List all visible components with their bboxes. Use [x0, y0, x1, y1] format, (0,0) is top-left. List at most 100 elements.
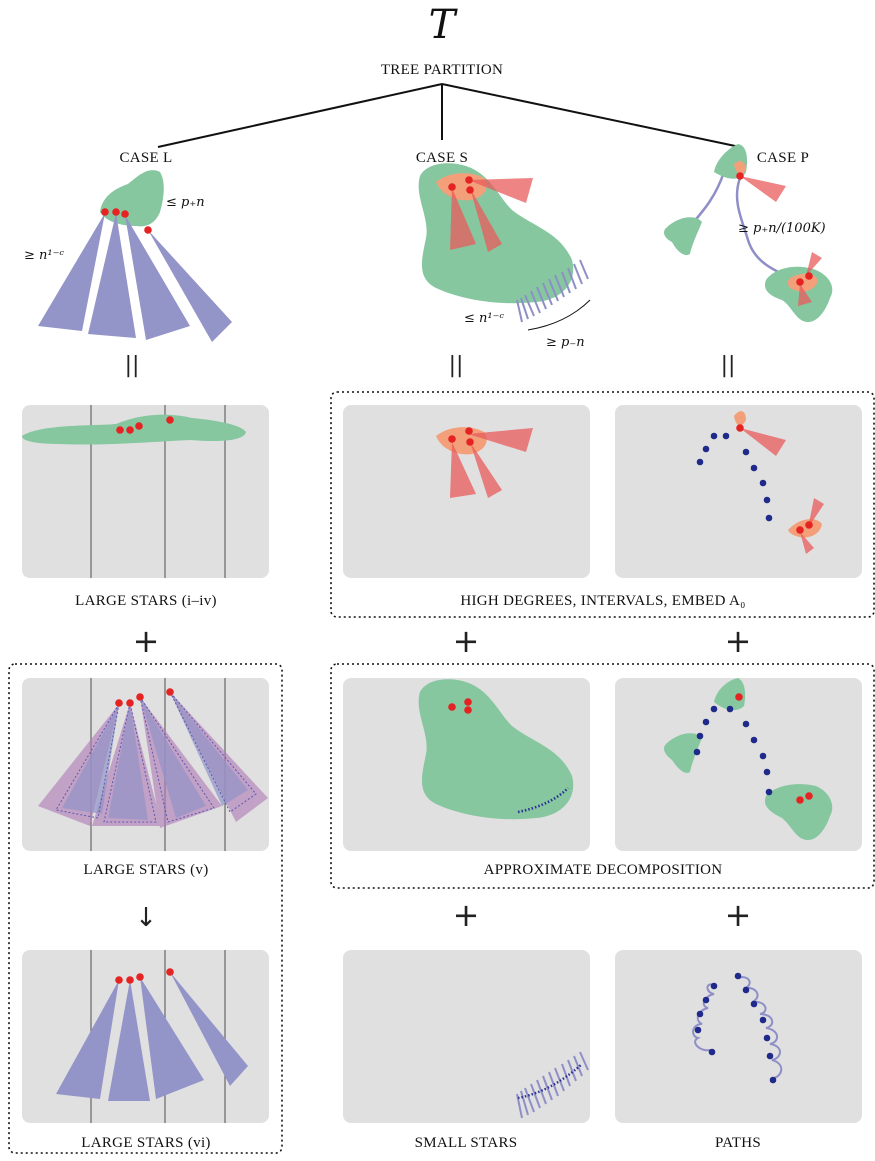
case-l-star-3 [125, 215, 190, 340]
path-vertices [696, 432, 773, 522]
plus-symbol: + [725, 896, 752, 934]
star [56, 980, 119, 1099]
decomposition-blob [664, 733, 702, 773]
case-s-annotation-left: ≤ n¹⁻ᶜ [464, 311, 504, 326]
group-approx-decomposition [330, 663, 875, 889]
case-l-star-2 [88, 213, 136, 338]
decomposition-blob [714, 678, 746, 711]
vertex [448, 435, 456, 443]
vertex [465, 176, 473, 184]
panel-label: HIGH DEGREES, INTERVALS, EMBED A₀ [460, 593, 745, 609]
decomposition-blob [418, 679, 574, 820]
high-degree-blob [734, 411, 746, 426]
ray [470, 188, 502, 252]
panel-label: LARGE STARS (v) [84, 862, 209, 878]
dotted-outlines [55, 691, 257, 823]
vertex [796, 796, 804, 804]
vertex [464, 698, 472, 706]
small-star-fringe [516, 1051, 589, 1119]
vertex [736, 172, 744, 180]
vertex [464, 706, 472, 714]
case-s-annotation-right: ≥ p₋n [546, 335, 585, 350]
panel-label: SMALL STARS [415, 1135, 518, 1151]
plus-symbol: + [725, 622, 752, 660]
high-degree-blob [734, 161, 746, 174]
case-s: CASE S ≤ n¹⁻ᶜ ≥ p₋n || [416, 150, 591, 378]
equals-symbol: || [125, 353, 140, 378]
vertex [796, 526, 804, 534]
case-p: CASE P ≥ p₊n/(100K) || [664, 144, 833, 378]
vertex [126, 976, 134, 984]
high-degree-blob [788, 519, 822, 538]
vertex [135, 422, 143, 430]
vertex [805, 272, 813, 280]
panel-label: LARGE STARS (i–iv) [75, 593, 217, 609]
case-l-annotation-lower: ≥ n¹⁻ᶜ [24, 248, 64, 263]
stretched-blob [22, 414, 246, 445]
vertex [805, 792, 813, 800]
vertex [126, 426, 134, 434]
path-vertices [693, 705, 773, 796]
star [140, 977, 204, 1099]
vertex [126, 699, 134, 707]
ray [800, 532, 814, 554]
panel-label: PATHS [715, 1135, 761, 1151]
ray [470, 442, 502, 498]
ray [808, 498, 824, 528]
vertex [166, 688, 174, 696]
case-l-star-4 [148, 230, 232, 342]
vertex [136, 693, 144, 701]
plus-symbol: + [453, 622, 480, 660]
case-l: CASE L ≤ p₊n ≥ n¹⁻ᶜ || [24, 150, 232, 378]
ray [740, 428, 786, 456]
ray [798, 284, 812, 306]
ray [450, 442, 476, 498]
path-edge [691, 171, 726, 225]
case-l-annotation-upper: ≤ p₊n [166, 195, 205, 210]
vertex [465, 427, 473, 435]
panel-background [343, 950, 590, 1123]
group-high-degrees [330, 391, 875, 618]
panel-label: LARGE STARS (vi) [81, 1135, 210, 1151]
vertex [805, 521, 813, 529]
vertex [112, 208, 120, 216]
vertex [466, 438, 474, 446]
vertex [115, 976, 123, 984]
plus-symbol: + [453, 896, 480, 934]
panel-small-stars: SMALL STARS [343, 950, 590, 1151]
root-label: TREE PARTITION [381, 62, 503, 78]
vertex [466, 186, 474, 194]
vertex [101, 208, 109, 216]
vertex [735, 693, 743, 701]
panel-approx-right [615, 678, 862, 851]
panel-background [22, 405, 269, 578]
panel-label: APPROXIMATE DECOMPOSITION [484, 862, 723, 878]
path-vertices [694, 972, 777, 1084]
root-symbol: T [429, 2, 459, 48]
case-p-blob-left [664, 217, 702, 256]
case-l-star-1 [38, 213, 105, 331]
brace-arc [527, 299, 591, 331]
vertex [796, 278, 804, 286]
ray [450, 188, 476, 250]
panel-paths: PATHS [615, 950, 862, 1151]
panel-large-stars-v: LARGE STARS (v) [22, 678, 269, 878]
star [170, 972, 248, 1086]
star [108, 980, 150, 1101]
panel-background [615, 950, 862, 1123]
ray [740, 176, 786, 202]
case-l-blob [100, 170, 164, 227]
vertex [121, 210, 129, 218]
vertex [115, 699, 123, 707]
vertex [166, 416, 174, 424]
inner-stars [62, 692, 248, 820]
case-l-label: CASE L [119, 150, 172, 166]
vertex [166, 968, 174, 976]
tree-edges [157, 83, 741, 148]
equals-symbol: || [449, 353, 464, 378]
equals-symbol: || [721, 353, 736, 378]
plus-symbol: + [133, 622, 160, 660]
ray [806, 252, 822, 276]
